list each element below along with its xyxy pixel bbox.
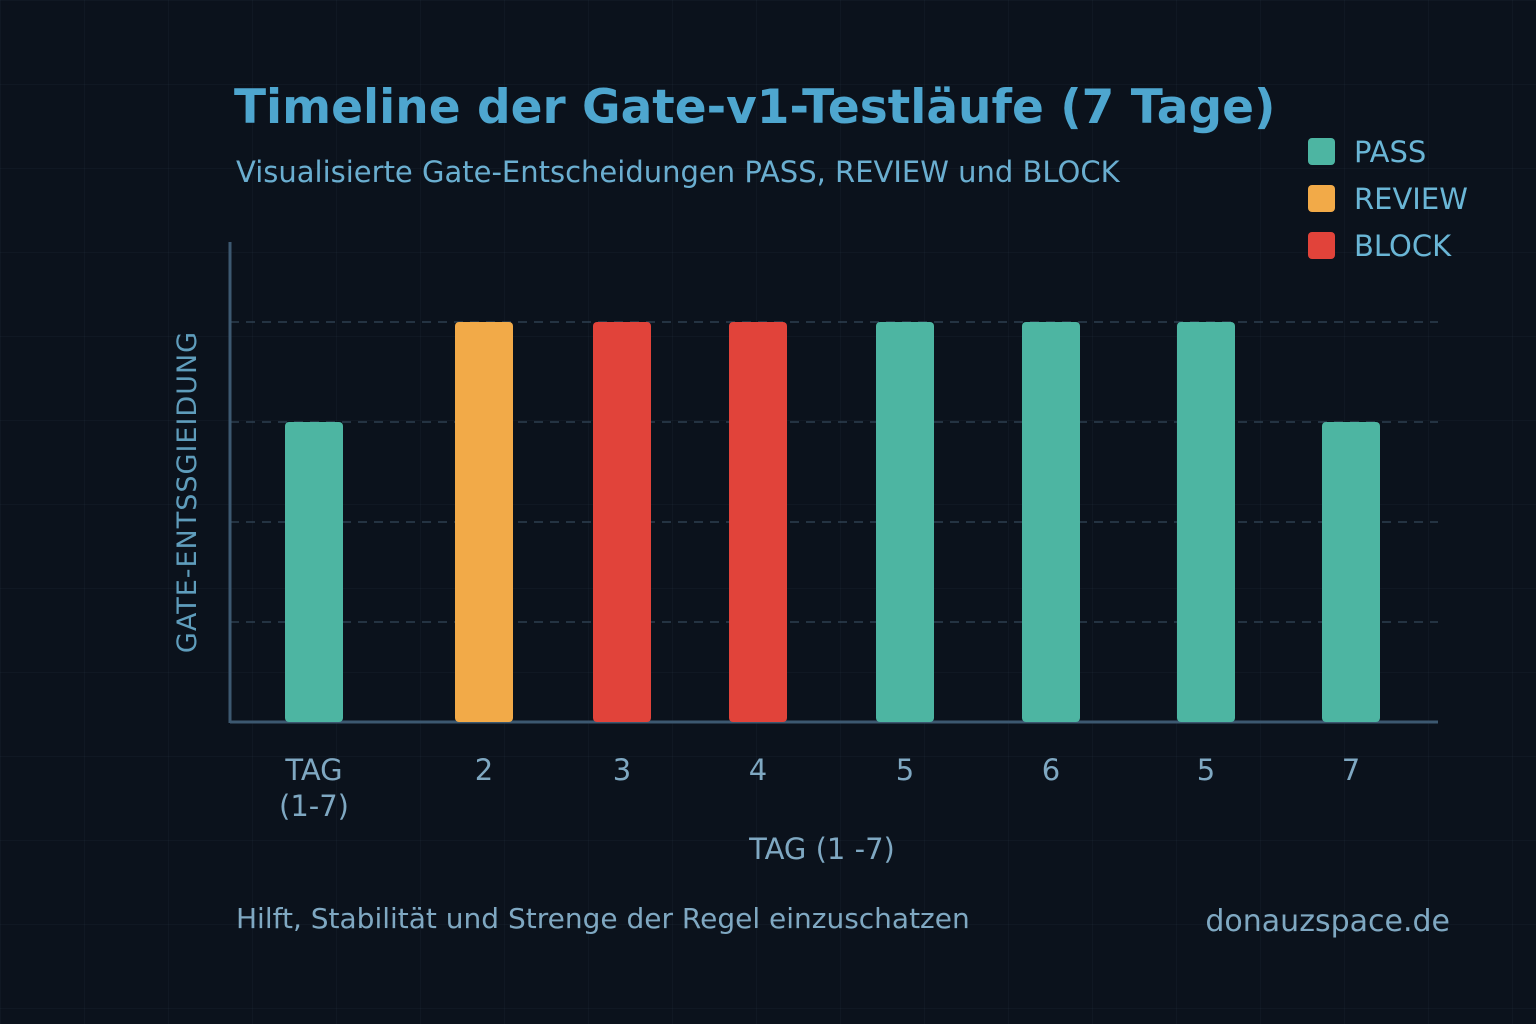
bar-pass bbox=[876, 322, 934, 722]
x-tick-label: 3 bbox=[613, 753, 631, 787]
legend-item-block: BLOCK bbox=[1308, 222, 1468, 269]
x-tick-label: 2 bbox=[475, 753, 493, 787]
legend-swatch-pass bbox=[1308, 138, 1335, 165]
legend: PASS REVIEW BLOCK bbox=[1308, 128, 1468, 269]
bar-pass bbox=[285, 422, 343, 722]
x-tick-label: 4 bbox=[749, 753, 767, 787]
x-tick-label: 5 bbox=[1197, 753, 1215, 787]
footer-note: Hilft, Stabilität und Strenge der Regel … bbox=[236, 902, 970, 935]
bar-pass bbox=[1022, 322, 1080, 722]
legend-item-pass: PASS bbox=[1308, 128, 1468, 175]
bar-block bbox=[729, 322, 787, 722]
legend-item-review: REVIEW bbox=[1308, 175, 1468, 222]
bar-pass bbox=[1177, 322, 1235, 722]
x-tick-label: 5 bbox=[896, 753, 914, 787]
x-tick-label: TAG (1-7) bbox=[279, 753, 349, 823]
x-tick-label: 7 bbox=[1342, 753, 1360, 787]
y-axis-label: GATE-ENTSSGIEIDUNG bbox=[172, 331, 203, 653]
chart-title: Timeline der Gate-v1-Testläufe (7 Tage) bbox=[234, 80, 1276, 135]
legend-label: PASS bbox=[1354, 134, 1427, 169]
site-url: donauzspace.de bbox=[1205, 904, 1450, 939]
legend-swatch-review bbox=[1308, 185, 1335, 212]
legend-label: REVIEW bbox=[1354, 181, 1468, 216]
bar-pass bbox=[1322, 422, 1380, 722]
bar-block bbox=[593, 322, 651, 722]
legend-swatch-block bbox=[1308, 232, 1335, 259]
x-axis-label: TAG (1 -7) bbox=[748, 832, 895, 866]
chart-subtitle: Visualisierte Gate-Entscheidungen PASS, … bbox=[236, 155, 1120, 189]
legend-label: BLOCK bbox=[1354, 228, 1452, 263]
bar-review bbox=[455, 322, 513, 722]
x-tick-label: 6 bbox=[1042, 753, 1060, 787]
